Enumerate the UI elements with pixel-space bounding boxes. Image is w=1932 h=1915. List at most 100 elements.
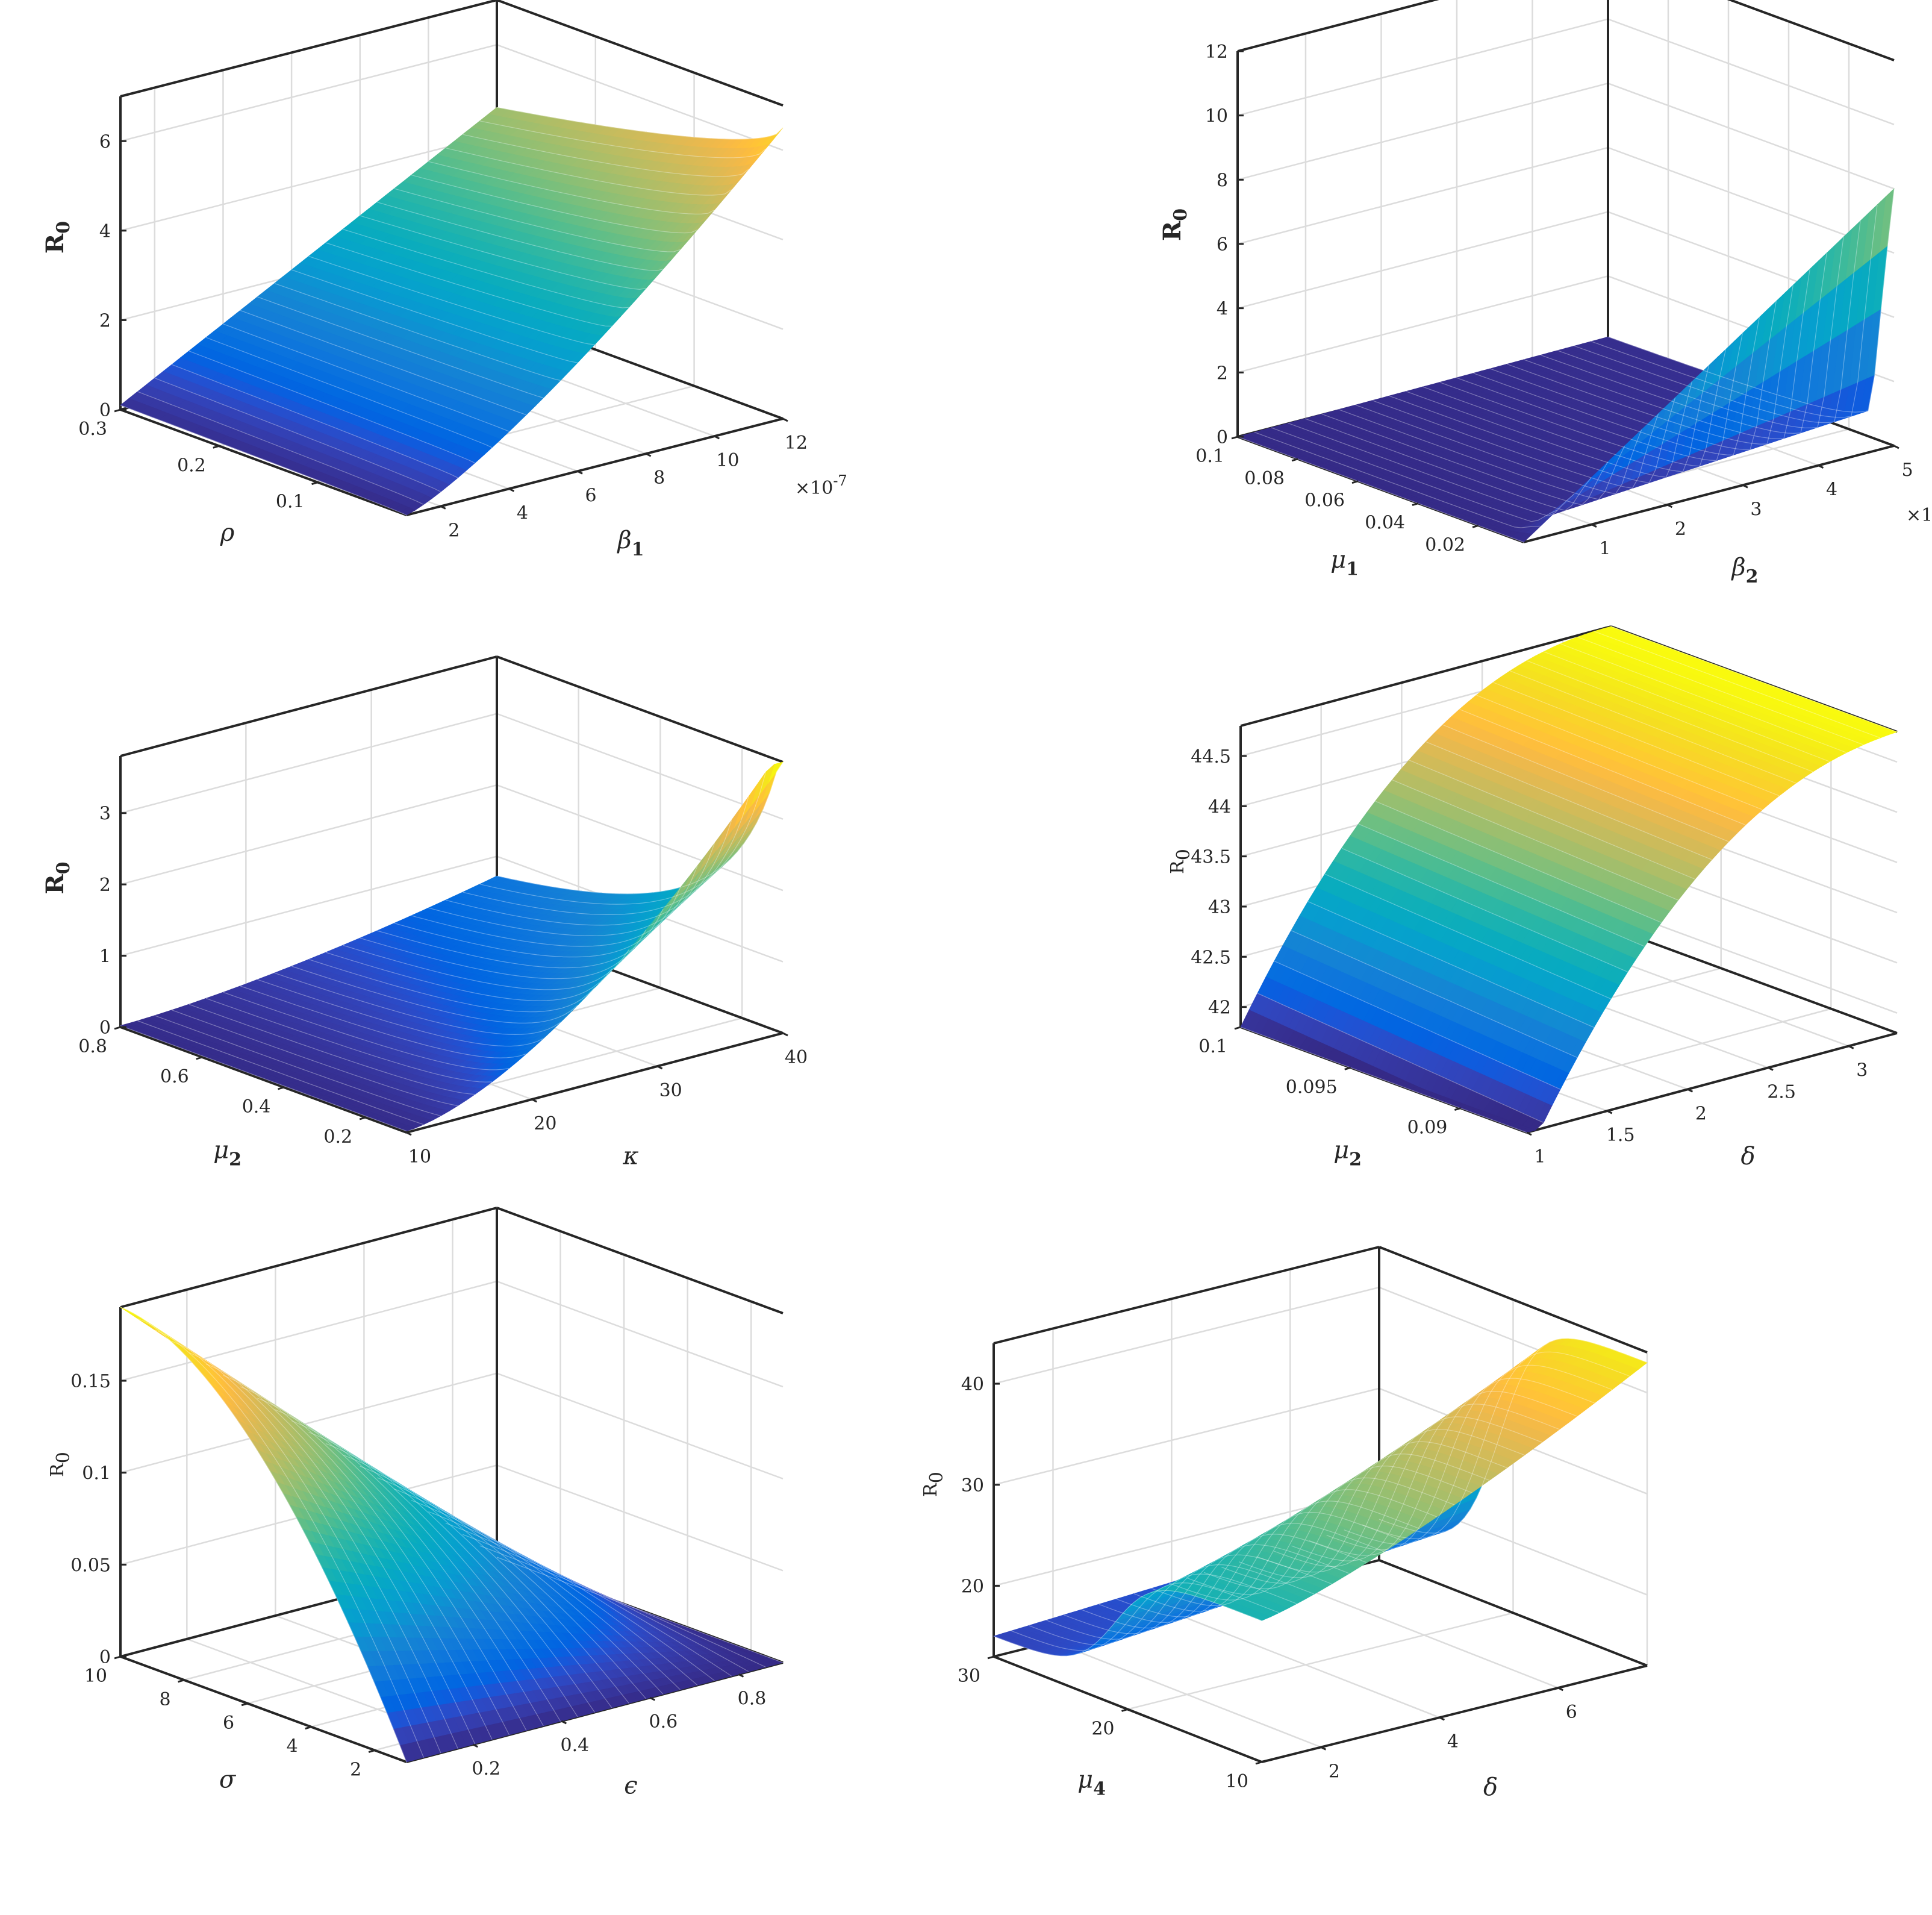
- x-axis-label: ϵ: [624, 1772, 637, 1800]
- z-tick-label: 4: [1217, 299, 1228, 320]
- z-tick-label: 6: [1217, 234, 1228, 255]
- z-tick-label: 44.5: [1191, 746, 1231, 767]
- x-tick-label: 20: [534, 1113, 556, 1134]
- z-tick-label: 10: [1205, 106, 1228, 127]
- z-axis-label: R0: [47, 1452, 74, 1477]
- y-tick-label: 6: [223, 1713, 234, 1734]
- y-tick-label: 0.095: [1286, 1076, 1338, 1098]
- y-axis-label: μ2: [213, 1137, 241, 1170]
- z-tick-label: 44: [1208, 796, 1231, 817]
- z-tick-label: 1: [99, 946, 111, 967]
- z-tick-label: 0.1: [82, 1463, 111, 1484]
- x-axis-label: β1: [617, 526, 644, 560]
- z-tick-label: 6: [99, 131, 111, 152]
- x-tick-label: 40: [785, 1047, 808, 1068]
- z-tick-label: 8: [1217, 170, 1228, 191]
- y-tick-label: 0.4: [242, 1096, 271, 1117]
- y-tick-label: 10: [1226, 1771, 1248, 1792]
- y-tick-label: 0.6: [160, 1066, 189, 1087]
- y-tick-label: 0.3: [78, 419, 107, 440]
- x-tick-label: 1: [1534, 1146, 1545, 1167]
- y-tick-label: 0.09: [1407, 1117, 1448, 1139]
- y-axis-label: μ4: [1077, 1766, 1106, 1800]
- y-tick-label: 30: [958, 1666, 980, 1687]
- x-axis-label: β2: [1731, 554, 1759, 587]
- x-tick-label: 0.8: [738, 1688, 767, 1709]
- y-tick-label: 0.04: [1365, 513, 1405, 534]
- x-multiplier: ×10-5: [1906, 499, 1932, 526]
- y-tick-label: 20: [1091, 1719, 1114, 1740]
- x-tick-label: 2.5: [1767, 1081, 1796, 1102]
- y-axis-label: μ1: [1330, 546, 1359, 580]
- y-tick-label: 0.2: [323, 1126, 352, 1148]
- z-tick-label: 0.15: [70, 1371, 111, 1392]
- x-tick-label: 6: [1566, 1702, 1577, 1723]
- z-axis-label: R0: [1158, 208, 1191, 241]
- z-axis-label: R0: [41, 861, 74, 894]
- surface: [120, 107, 784, 516]
- z-tick-label: 2: [99, 875, 111, 896]
- z-tick-label: 42: [1208, 998, 1231, 1019]
- tick-labels: 10 20 30 40 0.2 0.4 0.6 0.80 1 2 3: [78, 804, 808, 1167]
- tick-labels: 0.2 0.4 0.6 0.8 2 4 6 8 100 0.05 0.1 0.15: [70, 1371, 766, 1780]
- z-tick-label: 43.5: [1191, 847, 1231, 868]
- z-tick-label: 3: [99, 804, 111, 825]
- panel-middle-left: 10 20 30 40 0.2 0.4 0.6 0.80 1 2 3 R0 κ μ2: [41, 655, 808, 1170]
- surface: [120, 1307, 784, 1763]
- z-axis-label: R0: [920, 1472, 947, 1497]
- tick-labels: 2 4 6 10 20 30 20 30 40: [958, 1374, 1577, 1792]
- surface: [992, 1338, 1648, 1657]
- panel-top-left: 2 4 6 8 10 12 0.1 0.2 0.30 2 4 6 R0 β1 ρ ×10-7: [41, 0, 847, 560]
- panel-middle-right: 1 1.5 2 2.5 3 0.09 0.095 0.1 42 42.5 43 43.5 44 44.5 R…: [1167, 625, 1898, 1170]
- z-axis-label: R0: [41, 221, 74, 254]
- z-tick-label: 40: [961, 1374, 984, 1395]
- z-tick-label: 12: [1205, 42, 1228, 63]
- y-tick-label: 0.1: [1195, 446, 1224, 467]
- z-tick-label: 0: [99, 1017, 111, 1039]
- x-tick-label: 10: [408, 1146, 431, 1167]
- panel-bottom-left: 0.2 0.4 0.6 0.8 2 4 6 8 100 0.05 0.1 0.15 R0 ϵ σ: [47, 1207, 784, 1800]
- z-tick-label: 0: [99, 400, 111, 421]
- panel-top-right: 123450.020.040.060.080.1024681012R0β2μ1×…: [1158, 0, 1932, 587]
- z-tick-label: 43: [1208, 897, 1231, 918]
- y-tick-label: 4: [287, 1736, 298, 1757]
- x-tick-label: 1: [1599, 539, 1610, 560]
- z-tick-label: 2: [1217, 363, 1228, 384]
- x-tick-label: 8: [653, 467, 665, 489]
- y-axis-label: μ2: [1333, 1137, 1362, 1170]
- x-tick-label: 0.4: [560, 1735, 589, 1756]
- z-tick-label: 4: [99, 221, 111, 242]
- y-tick-label: 0.1: [1198, 1036, 1227, 1057]
- x-tick-label: 12: [785, 433, 808, 454]
- x-tick-label: 2: [1695, 1103, 1707, 1124]
- tick-labels: 2 4 6 8 10 12 0.1 0.2 0.30 2 4 6: [78, 131, 808, 541]
- x-axis-label: κ: [622, 1143, 638, 1170]
- x-tick-label: 3: [1856, 1060, 1868, 1081]
- x-tick-label: 0.2: [472, 1758, 500, 1779]
- z-tick-label: 30: [961, 1475, 984, 1496]
- x-tick-label: 4: [1447, 1731, 1459, 1752]
- x-tick-label: 2: [448, 520, 460, 541]
- surface: [1236, 188, 1895, 543]
- y-axis-label: ρ: [220, 519, 235, 547]
- x-tick-label: 4: [1826, 480, 1837, 501]
- x-tick-label: 30: [659, 1080, 682, 1101]
- y-tick-label: 0.02: [1425, 534, 1465, 555]
- y-tick-label: 0.1: [276, 492, 305, 513]
- x-tick-label: 2: [1329, 1761, 1340, 1782]
- y-tick-label: 0.2: [177, 455, 206, 476]
- z-tick-label: 0: [1217, 427, 1228, 448]
- z-tick-label: 2: [99, 310, 111, 331]
- x-tick-label: 6: [585, 485, 597, 506]
- x-tick-label: 5: [1901, 460, 1913, 481]
- z-tick-label: 20: [961, 1576, 984, 1598]
- panel-bottom-right: 2 4 6 10 20 30 20 30 40 R0 δ μ4: [920, 1246, 1648, 1801]
- y-tick-label: 2: [350, 1760, 361, 1781]
- x-axis-label: δ: [1483, 1773, 1498, 1801]
- z-tick-label: 0.05: [70, 1555, 111, 1576]
- y-tick-label: 0.08: [1244, 468, 1285, 489]
- z-tick-label: 0: [99, 1647, 111, 1668]
- x-tick-label: 3: [1750, 499, 1762, 520]
